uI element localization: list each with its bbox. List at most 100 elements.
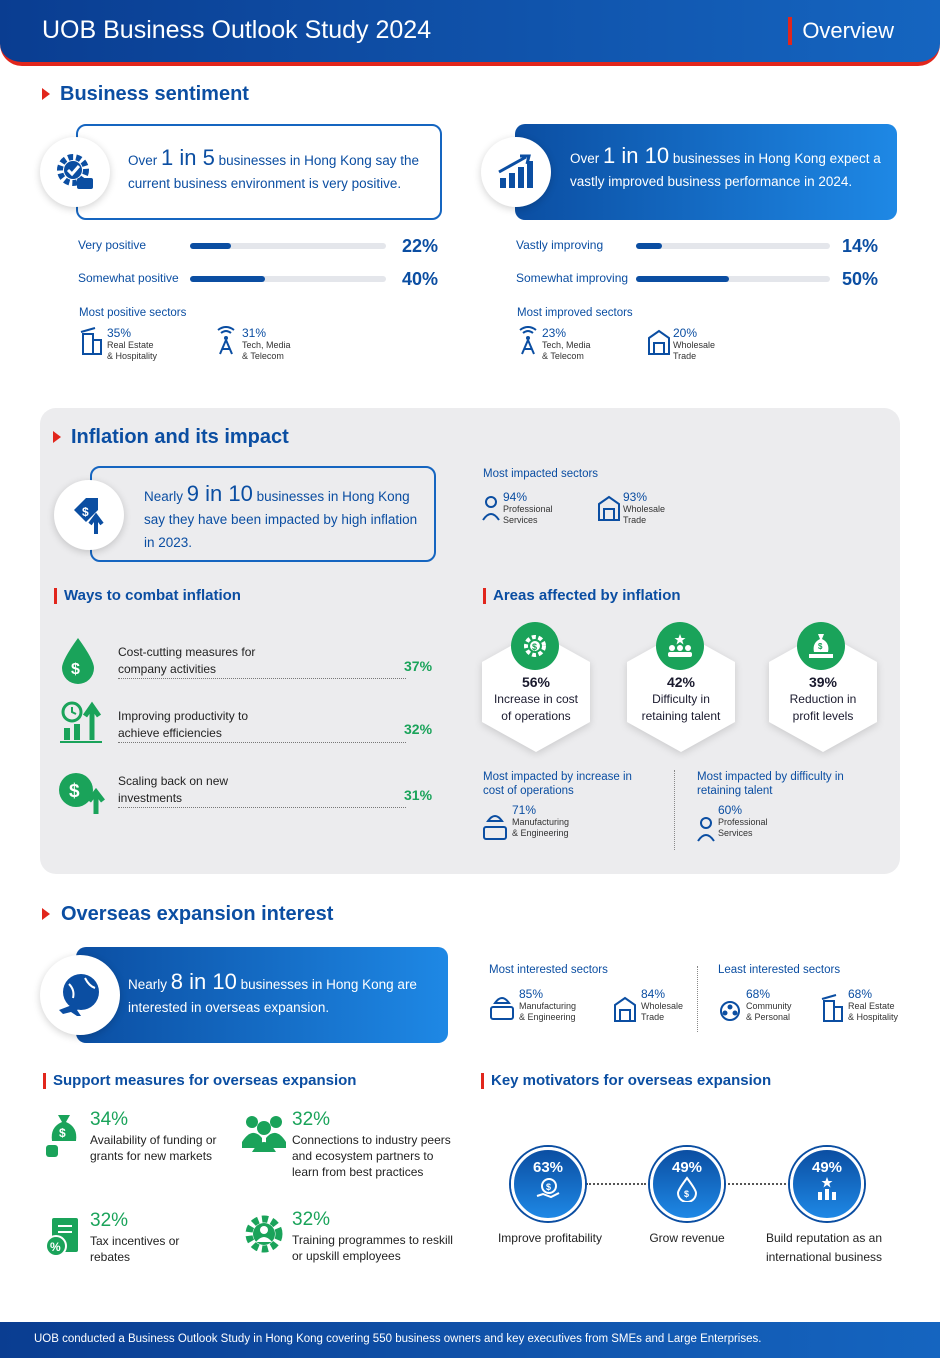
motivator-profitability: 63% $	[511, 1147, 585, 1221]
antenna-icon	[217, 326, 235, 355]
hand-coin-icon: $	[536, 1178, 560, 1199]
sector-community: 68% Community & Personal	[718, 987, 792, 1023]
callout-text: Over 1 in 10 businesses in Hong Kong exp…	[570, 143, 881, 189]
svg-text:$: $	[532, 642, 537, 652]
connector	[724, 1183, 786, 1185]
section-bullet	[42, 908, 50, 920]
svg-text:$: $	[82, 505, 89, 519]
talent-impact-head: Most impacted by difficulty in retaining…	[697, 771, 844, 797]
inflation-callout: Nearly 9 in 10 businesses in Hong Kong s…	[90, 466, 436, 562]
bar-track	[190, 276, 386, 282]
hard-hat-icon	[490, 997, 514, 1020]
sentiment-right-callout: Over 1 in 10 businesses in Hong Kong exp…	[515, 124, 897, 220]
sentiment-left-callout: Over 1 in 5 businesses in Hong Kong say …	[76, 124, 442, 220]
bar-track	[636, 276, 830, 282]
support-pct: 32%	[292, 1109, 331, 1130]
community-icon	[720, 1001, 740, 1021]
star-bar-icon	[818, 1177, 836, 1200]
combat-pct: 32%	[404, 721, 433, 737]
support-text: Availability of funding or grants for ne…	[90, 1133, 217, 1163]
bar-track	[636, 243, 830, 249]
bar-row: Vastly improving 14%	[516, 236, 878, 256]
svg-text:$: $	[818, 642, 823, 651]
dollar-up-icon: $	[58, 770, 106, 819]
support-title: Support measures for overseas expansion	[43, 1073, 356, 1089]
callout-text: Nearly 8 in 10 businesses in Hong Kong a…	[128, 969, 417, 1015]
svg-text:%: %	[50, 1240, 61, 1254]
inflation-title: Inflation and its impact	[71, 426, 289, 448]
sector-wholesale: 84% Wholesale Trade	[613, 987, 683, 1023]
globe-plane-icon	[40, 955, 120, 1035]
professional-icon	[482, 496, 500, 521]
motivator-label: Build reputation as an international bus…	[765, 1231, 883, 1264]
team-icon	[656, 622, 704, 670]
combat-item: Cost-cutting measures for company activi…	[118, 644, 406, 679]
gear-dollar-icon: $	[511, 622, 559, 670]
motivator-reputation: 49%	[790, 1147, 864, 1221]
svg-text:$: $	[69, 781, 80, 802]
page-title: UOB Business Outlook Study 2024	[42, 16, 432, 44]
sector-manufacturing: 71% Manufacturing & Engineering	[482, 803, 569, 843]
combat-item: Scaling back on new investments	[118, 773, 406, 808]
bar-row: Very positive 22%	[78, 236, 438, 256]
footer-note: UOB conducted a Business Outlook Study i…	[0, 1322, 940, 1358]
productivity-icon	[58, 700, 104, 749]
bar-fill	[636, 276, 730, 282]
sector-manufacturing: 85% Manufacturing & Engineering	[489, 987, 576, 1023]
sector-wholesale: 20% Wholesale Trade	[647, 326, 715, 362]
gear-briefcase-icon	[40, 137, 110, 207]
gear-person-icon	[242, 1212, 286, 1261]
sentiment-right-bars: Vastly improving 14% Somewhat improving …	[516, 236, 880, 302]
positive-sectors-head: Most positive sectors	[79, 307, 187, 319]
support-text: Training programmes to reskill or upskil…	[292, 1233, 453, 1263]
sector-wholesale: 93% Wholesale Trade	[597, 490, 665, 526]
money-bag-icon: $	[797, 622, 845, 670]
sentiment-title: Business sentiment	[60, 83, 249, 105]
callout-text: Over 1 in 5 businesses in Hong Kong say …	[128, 145, 419, 191]
warehouse-icon	[648, 329, 670, 355]
tax-document-icon: %	[44, 1216, 84, 1263]
professional-icon	[697, 817, 715, 842]
people-group-icon	[242, 1112, 286, 1157]
combat-title: Ways to combat inflation	[54, 588, 241, 604]
connector	[586, 1183, 646, 1185]
sector-tech-media: 31% Tech, Media & Telecom	[214, 326, 291, 362]
callout-text: Nearly 9 in 10 businesses in Hong Kong s…	[144, 481, 418, 550]
combat-pct: 31%	[404, 787, 433, 803]
motivator-revenue: 49% $	[650, 1147, 724, 1221]
section-bullet	[53, 431, 61, 443]
sector-real-estate: 35% Real Estate & Hospitality	[79, 326, 157, 362]
area-text: 56% Increase in cost of operations	[493, 674, 579, 723]
divider	[697, 966, 698, 1032]
support-pct: 34%	[90, 1109, 129, 1130]
hard-hat-icon	[483, 815, 507, 840]
areas-title: Areas affected by inflation	[483, 588, 681, 604]
improved-sectors-head: Most improved sectors	[517, 307, 633, 319]
support-text: Connections to industry peers and ecosys…	[292, 1133, 451, 1179]
cost-impact-head: Most impacted by increase in cost of ope…	[483, 771, 632, 797]
most-interested-head: Most interested sectors	[489, 964, 608, 976]
svg-text:$: $	[71, 661, 80, 678]
area-text: 39% Reduction in profit levels	[789, 674, 857, 723]
motivators-title: Key motivators for overseas expansion	[481, 1073, 771, 1089]
divider	[674, 770, 675, 850]
svg-text:$: $	[546, 1182, 551, 1192]
sector-tech-media: 23% Tech, Media & Telecom	[516, 326, 591, 362]
sector-real-estate: 68% Real Estate & Hospitality	[820, 987, 898, 1023]
bar-fill	[190, 243, 232, 249]
price-tag-up-icon: $	[54, 480, 124, 550]
bar-row: Somewhat improving 50%	[516, 269, 878, 289]
area-text: 42% Difficulty in retaining talent	[641, 674, 721, 723]
building-icon	[80, 327, 102, 355]
svg-text:$: $	[684, 1189, 689, 1199]
bar-track	[190, 243, 386, 249]
motivator-label: Grow revenue	[649, 1231, 725, 1245]
antenna-icon	[519, 326, 537, 355]
combat-pct: 37%	[404, 658, 433, 674]
overview-tag: Overview	[788, 17, 894, 45]
bar-row: Somewhat positive 40%	[78, 269, 438, 289]
svg-text:$: $	[59, 1126, 66, 1140]
support-pct: 32%	[292, 1209, 331, 1230]
sector-professional: 94% Professional Services	[481, 490, 553, 526]
overseas-title: Overseas expansion interest	[61, 903, 334, 925]
